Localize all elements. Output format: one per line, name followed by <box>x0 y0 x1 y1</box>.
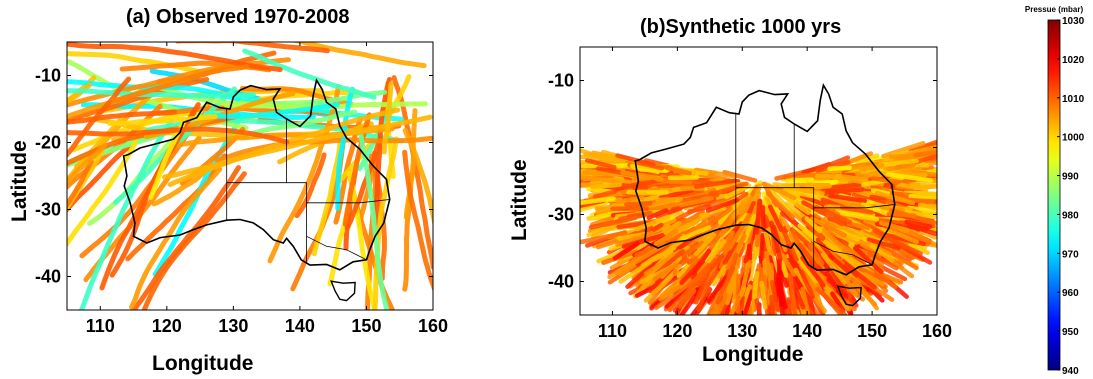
panel-a-x-axis-label: Longitude <box>152 352 254 375</box>
x-tick-label: 140 <box>285 316 315 336</box>
colorbar-title: Pressue (mbar) <box>1025 5 1084 14</box>
australia-coastline <box>634 83 896 276</box>
x-tick-label: 130 <box>727 321 757 341</box>
x-tick-label: 160 <box>922 321 952 341</box>
colorbar-tick-label: 1010 <box>1062 94 1085 105</box>
y-tick-label: -30 <box>35 200 61 220</box>
panel-b-title: (b)Synthetic 1000 yrs <box>640 16 842 38</box>
tasmania-coastline <box>330 280 356 302</box>
colorbar-tick-label: 1030 <box>1062 16 1085 27</box>
colorbar-tick-label: 970 <box>1062 249 1079 260</box>
x-tick-label: 150 <box>857 321 887 341</box>
track-layer <box>580 139 937 315</box>
x-tick-label: 120 <box>152 316 182 336</box>
plot-frame <box>579 46 938 316</box>
colorbar-tick-label: 960 <box>1062 288 1079 299</box>
x-tick-label: 110 <box>86 316 115 336</box>
state-border <box>813 240 873 266</box>
colorbar-tick-label: 940 <box>1062 366 1079 377</box>
colorbar-tick-label: 980 <box>1062 210 1079 221</box>
x-tick-label: 160 <box>418 316 448 336</box>
colorbar-gradient <box>1047 19 1061 371</box>
tasmania-coastline <box>836 285 862 307</box>
colorbar-tick-label: 1000 <box>1062 133 1085 144</box>
colorbar: Pressue (mbar) 1030 1020 1010 1000 990 980 970 9… <box>1025 5 1085 377</box>
x-tick-label: 120 <box>662 321 692 341</box>
colorbar-tick-label: 990 <box>1062 172 1079 183</box>
y-tick-label: -40 <box>548 272 574 292</box>
panel-b-x-axis-label: Longitude <box>702 343 804 366</box>
y-tick-label: -10 <box>35 66 61 86</box>
x-tick-label: 110 <box>598 321 627 341</box>
panel-a-title: (a) Observed 1970-2008 <box>126 6 350 28</box>
y-tick-label: -10 <box>548 71 574 91</box>
y-tick-label: -20 <box>548 138 574 158</box>
state-border <box>306 199 390 204</box>
state-border <box>813 204 895 209</box>
x-tick-label: 130 <box>218 316 248 336</box>
plot-frame <box>66 41 434 311</box>
colorbar-tick-label: 950 <box>1062 327 1079 338</box>
panel-a-plot: 110 120 130 140 150 160 -10 -20 -30 -40 <box>35 41 448 336</box>
y-tick-label: -30 <box>548 205 574 225</box>
australia-coastline <box>122 78 391 271</box>
state-border <box>306 235 367 261</box>
x-tick-label: 140 <box>792 321 822 341</box>
x-tick-label: 150 <box>351 316 381 336</box>
y-tick-label: -40 <box>35 267 61 287</box>
colorbar-tick-label: 1020 <box>1062 55 1085 66</box>
panel-b-plot: 110 120 130 140 150 160 -10 -20 -30 -40 <box>548 46 952 341</box>
y-tick-label: -20 <box>35 133 61 153</box>
